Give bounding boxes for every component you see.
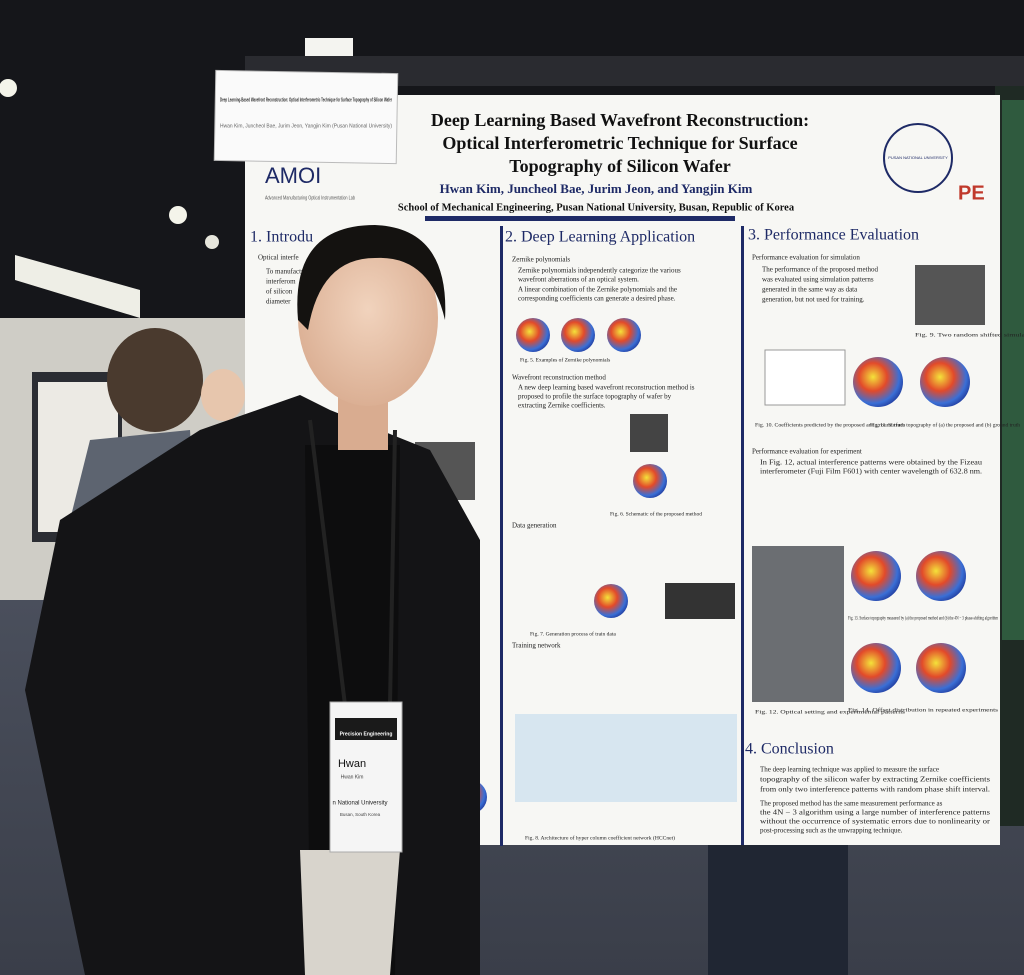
body-text: extracting Zernike coefficients. [518, 402, 606, 410]
simulation-figure [915, 265, 985, 325]
badge-name: Hwan [338, 758, 366, 770]
body-text: proposed to profile the surface topograp… [518, 393, 672, 401]
ceiling-light [169, 206, 187, 224]
pattern-figure [630, 414, 668, 452]
ceiling-light [305, 38, 353, 58]
setup-photo [752, 546, 844, 702]
body-text: diameter [266, 298, 291, 306]
pattern-figure [665, 583, 735, 619]
body-text: wavefront aberrations of an optical syst… [518, 276, 639, 284]
figure-caption: Fig. 10. Coefficients predicted by the p… [755, 421, 905, 428]
ceiling-light [0, 79, 17, 97]
zernike-figure [561, 318, 595, 352]
title-underline [425, 216, 735, 221]
lanyard [308, 419, 347, 706]
label-title: Deep Learning-Based Wavefront Reconstruc… [220, 97, 392, 103]
body-text: from only two interference patterns with… [760, 786, 990, 794]
body-text: Performance evaluation for simulation [752, 254, 860, 262]
badge-subname: Hwan Kim [341, 774, 364, 780]
body-text: interferometer (Fuji Film F601) with cen… [760, 468, 982, 476]
topography-figure [853, 357, 903, 407]
figure-caption: Fig. 14. Offset distribution in repeated… [848, 706, 998, 713]
ceiling-light [205, 235, 219, 249]
label-authors: Hwan Kim, Juncheol Bae, Jurim Jeon, Yang… [220, 123, 392, 129]
body-text: without the occurrence of systematic err… [760, 818, 991, 826]
figure-caption: Fig. 12. Optical setting and experimenta… [755, 709, 905, 715]
poster-title: Deep Learning Based Wavefront Reconstruc… [431, 110, 809, 130]
body-text: In Fig. 12, actual interference patterns… [760, 459, 983, 467]
body-text: Training network [512, 642, 561, 650]
badge-header [335, 718, 397, 740]
phase-figure [633, 464, 667, 498]
column-divider [500, 226, 503, 846]
body-text: generated in the same way as data [762, 286, 858, 294]
badge-city: Busan, South Korea [340, 812, 381, 817]
zernike-figure [516, 318, 550, 352]
network-figure [515, 714, 737, 802]
lab-name: Advanced Manufacturing Optical Instrumen… [265, 195, 355, 201]
body-text: Performance evaluation for experiment [752, 448, 862, 456]
background-person-hair [107, 328, 203, 432]
coefficient-plot [764, 349, 846, 406]
hair [297, 225, 446, 330]
body-text: the 4N − 3 algorithm using a large numbe… [760, 809, 990, 817]
topography-figure [916, 551, 966, 601]
body-text: A new deep learning based wavefront reco… [518, 384, 695, 392]
body-text: interferom [266, 278, 296, 286]
university-name: PUSAN NATIONAL UNIVERSITY [888, 155, 948, 160]
poster-title: Topography of Silicon Wafer [509, 156, 731, 176]
face [298, 230, 438, 406]
figure-caption: Fig. 5. Examples of Zernike polynomials [520, 356, 610, 363]
column-divider [741, 226, 744, 846]
body-text: Data generation [512, 522, 557, 530]
figure-caption: Fig. 9. Two random shifted simulation pa… [915, 331, 1024, 338]
section-heading: 4. Conclusion [745, 741, 834, 758]
section-heading: 1. Introdu [250, 229, 313, 246]
background-person [201, 369, 245, 421]
poster-authors: Hwan Kim, Juncheol Bae, Jurim Jeon, and … [440, 181, 753, 196]
body-text: corresponding coefficients can generate … [518, 295, 676, 303]
figure-caption: Fig. 8. Architecture of hyper column coe… [525, 834, 675, 841]
body-text: The proposed method has the same measure… [760, 800, 943, 808]
university-logo [883, 123, 953, 193]
label-card [213, 69, 399, 165]
body-text: Optical interfe [258, 254, 299, 262]
topography-figure [920, 357, 970, 407]
body-text: post-processing such as the unwrapping t… [760, 827, 903, 835]
offset-figure [851, 643, 901, 693]
zernike-figure [607, 318, 641, 352]
lanyard [388, 429, 397, 706]
lab-logo: AMOI [265, 163, 321, 188]
body-text: Zernike polynomials [512, 256, 570, 264]
body-text: topography of the silicon wafer by extra… [760, 776, 990, 784]
body-text: was evaluated using simulation patterns [762, 276, 874, 284]
figure-caption: Fig. 7. Generation process of train data [530, 630, 616, 637]
pe-logo: PE [958, 182, 985, 204]
body-text: Zernike polynomials independently catego… [518, 267, 681, 275]
poster-title: Optical Interferometric Technique for Su… [442, 133, 797, 153]
badge-org: n National University [332, 801, 387, 807]
section-heading: 3. Performance Evaluation [748, 227, 919, 244]
undershirt [300, 850, 400, 975]
body-text: To manufactu [266, 268, 305, 276]
ceiling-light [15, 255, 140, 318]
body-text: A linear combination of the Zernike poly… [518, 286, 677, 294]
poster-affiliation: School of Mechanical Engineering, Pusan … [398, 202, 795, 213]
figure-caption: Fig. 13. Surface topography measured by … [848, 614, 998, 621]
body-text: The deep learning technique was applied … [760, 766, 939, 774]
body-text: generation, but not used for training. [762, 296, 865, 304]
body-text: Wavefront reconstruction method [512, 374, 606, 382]
figure-caption: Fig. 11. Surface topography of (a) the p… [870, 421, 1020, 428]
badge-event: Precision Engineering [340, 731, 393, 737]
offset-figure [916, 643, 966, 693]
figure-caption: Fig. 6. Schematic of the proposed method [610, 510, 702, 517]
green-panel [1002, 100, 1024, 640]
body-text: of silicon [266, 288, 293, 296]
body-text: The performance of the proposed method [762, 266, 879, 274]
phase-figure [594, 584, 628, 618]
topography-figure [851, 551, 901, 601]
background-person-legs [708, 845, 848, 975]
section-heading: 2. Deep Learning Application [505, 229, 695, 246]
